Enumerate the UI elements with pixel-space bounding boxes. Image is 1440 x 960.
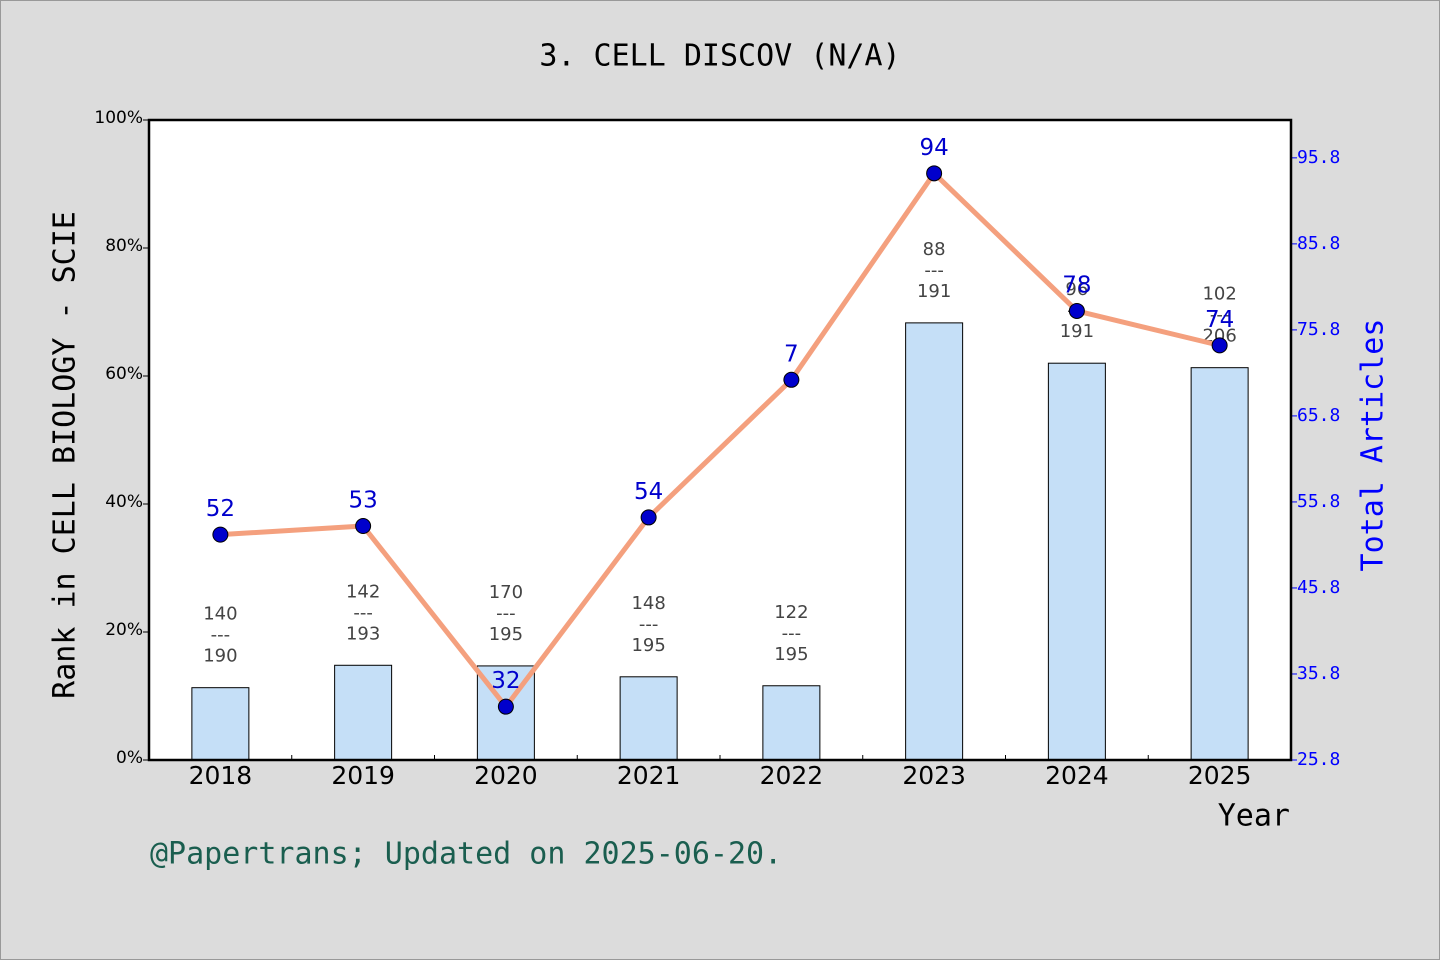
chart-title: 3. CELL DISCOV (N/A) [539, 39, 900, 74]
x-tick-label: 2020 [474, 761, 538, 790]
line-point [640, 509, 657, 526]
y-axis-label: Rank in CELL BIOLOGY - SCIE [48, 211, 83, 699]
y-tick-label: 60% [105, 364, 143, 384]
rank-label-line: 191 [917, 281, 951, 302]
rank-label-line: --- [211, 625, 231, 646]
x-tick-label: 2018 [189, 761, 253, 790]
line-point [212, 526, 229, 543]
x-tick-label: 2023 [902, 761, 966, 790]
rank-label-line: 195 [489, 624, 523, 645]
y2-tick-label: 75.8 [1297, 319, 1340, 340]
bar [191, 687, 250, 761]
bar [905, 322, 964, 761]
y-tick-label: 100% [94, 108, 143, 128]
rank-label-line: 148 [631, 593, 665, 614]
y2-tick-label: 35.8 [1297, 663, 1340, 684]
line-value-label: 74 [1205, 307, 1234, 333]
line-value-label: 78 [1062, 272, 1091, 298]
y-tick-label: 80% [105, 236, 143, 256]
y2-tick-label: 95.8 [1297, 147, 1340, 168]
plot-frame [147, 118, 1293, 762]
y-tick-label: 0% [116, 748, 143, 768]
rank-label-line: 190 [203, 646, 237, 667]
y2-tick-label: 65.8 [1297, 405, 1340, 426]
rank-label-line: 195 [631, 635, 665, 656]
line-point [497, 698, 514, 715]
rank-label: 142 ---193 [346, 581, 380, 644]
rank-label-line: 191 [1060, 321, 1094, 342]
bar [1190, 367, 1249, 761]
rank-label-line: --- [353, 602, 373, 623]
y-tick-label: 40% [105, 492, 143, 512]
rank-label-line: --- [782, 623, 802, 644]
rank-label-line: --- [1210, 305, 1230, 326]
rank-label-line: 102 [1202, 284, 1236, 305]
line-value-label: 54 [634, 479, 663, 505]
rank-label-line: --- [924, 260, 944, 281]
rank-label-line: 96 [1065, 279, 1088, 300]
rank-label: 88 ---191 [917, 239, 951, 302]
line [220, 170, 1221, 710]
plot-area [149, 120, 1291, 760]
rank-label-line: --- [639, 614, 659, 635]
rank-label-line: 88 [923, 239, 946, 260]
x-axis-label: Year [1218, 799, 1290, 834]
rank-label-line: 140 [203, 604, 237, 625]
x-tick-label: 2021 [617, 761, 681, 790]
bar [619, 676, 678, 761]
line-point [926, 165, 943, 182]
bar [1047, 362, 1106, 761]
bar [762, 685, 821, 761]
y2-tick-label: 85.8 [1297, 233, 1340, 254]
rank-label: 170 ---195 [489, 582, 523, 645]
line-point [783, 371, 800, 388]
x-tick-label: 2019 [331, 761, 395, 790]
footer: @Papertrans; Updated on 2025-06-20. [150, 837, 782, 872]
rank-label: 122 ---195 [774, 602, 808, 665]
line-value-label: 32 [491, 668, 520, 694]
rank-label: 140 ---190 [203, 604, 237, 667]
rank-label-line: 170 [489, 582, 523, 603]
y2-axis-label: Total Articles [1356, 319, 1391, 572]
line-value-label: 7 [784, 341, 799, 367]
line-value-label: 53 [348, 488, 377, 514]
rank-label-line: 193 [346, 623, 380, 644]
x-tick-label: 2022 [760, 761, 824, 790]
y2-tick-label: 25.8 [1297, 749, 1340, 770]
line-value-label: 94 [919, 135, 948, 161]
y2-tick-label: 45.8 [1297, 577, 1340, 598]
line-value-label: 52 [206, 496, 235, 522]
line-point [1068, 302, 1085, 319]
x-tick-label: 2025 [1188, 761, 1252, 790]
rank-label-line: 195 [774, 644, 808, 665]
rank-label-line: 142 [346, 581, 380, 602]
line-point [1211, 337, 1228, 354]
x-tick-label: 2024 [1045, 761, 1109, 790]
rank-label: 148 ---195 [631, 593, 665, 656]
y2-tick-label: 55.8 [1297, 491, 1340, 512]
rank-label-line: --- [496, 603, 516, 624]
rank-label-line: 122 [774, 602, 808, 623]
line-point [355, 518, 372, 535]
bar [334, 664, 393, 761]
y-tick-label: 20% [105, 620, 143, 640]
